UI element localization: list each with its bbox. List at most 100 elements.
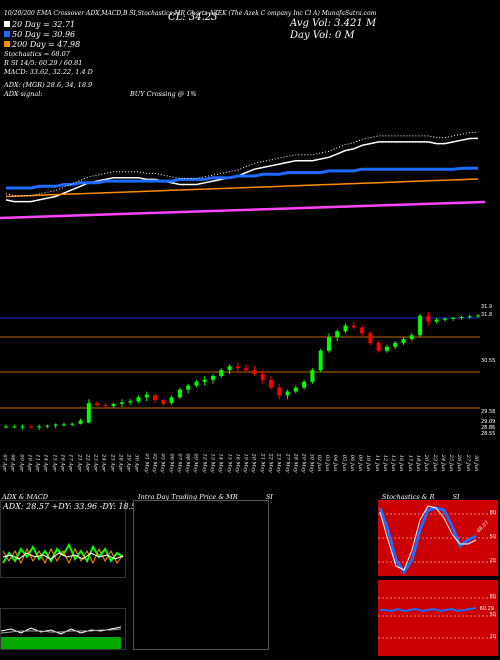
- date-label: 20 Jun: [423, 454, 430, 472]
- price-label-l4: 28.55: [481, 431, 496, 437]
- date-label: 01 May: [143, 453, 150, 473]
- candle-body: [459, 316, 464, 318]
- stoch-tick-20: 20: [489, 558, 496, 564]
- date-label: 15 Apr: [51, 454, 58, 472]
- candle-body: [20, 426, 25, 428]
- date-label: 24 Jun: [440, 454, 447, 472]
- legend-swatch-ema200: [4, 41, 10, 47]
- date-label: 16 Apr: [59, 454, 66, 472]
- date-label: 17 Jun: [406, 454, 413, 472]
- rsi-panel: 80 50 20 60.29: [378, 580, 498, 656]
- candle-body: [161, 400, 166, 404]
- candle-body: [70, 423, 75, 425]
- candle-body: [28, 426, 33, 428]
- header-part-8: ompany Inc Cl A) MunafaSutra.com: [267, 10, 377, 17]
- adx-panel: ADX: 28.57 +DY: 33.96 -DY: 18.57: [0, 500, 141, 578]
- avg-volume: Avg Vol: 3.421 M: [290, 18, 377, 29]
- rsi-tick-20: 20: [489, 634, 496, 640]
- date-label: 27 May: [283, 453, 290, 473]
- date-label: 23 Apr: [92, 454, 99, 472]
- legend-ema20: 20 Day = 32.71: [4, 20, 75, 29]
- header-part-7: (The Azek C: [228, 10, 266, 17]
- adx-panel-values: ADX: 28.57 +DY: 33.96 -DY: 18.57: [3, 502, 142, 511]
- legend-adx-signal: ADX signal:: [4, 90, 43, 98]
- date-label: 02 May: [151, 453, 158, 473]
- stoch-d-line: [379, 505, 477, 571]
- date-label: 08 May: [184, 453, 191, 473]
- date-label: 22 Apr: [84, 454, 91, 472]
- candle-body: [393, 342, 398, 347]
- stoch-svg: [378, 505, 498, 575]
- price-label-top: 31.9: [481, 304, 493, 310]
- candle-body: [211, 375, 216, 380]
- date-label: 29 May: [300, 453, 307, 473]
- date-label: 09 May: [192, 453, 199, 473]
- macd-histogram-area: [1, 637, 121, 649]
- candle-body: [293, 387, 298, 392]
- date-label: 25 Jun: [448, 454, 455, 472]
- legend-ema200-text: 200 Day = 47.98: [12, 40, 81, 49]
- adx-line: [2, 552, 124, 560]
- adx-lines-svg: [2, 542, 124, 565]
- date-label: 14 Apr: [42, 454, 49, 472]
- date-label: 24 Apr: [100, 454, 107, 472]
- candle-body: [351, 325, 356, 328]
- legend-rsi: R SI 14/5: 60.29 / 60.81: [4, 59, 83, 67]
- price-label-l2: 29.09: [481, 419, 496, 425]
- stoch-k-line: [378, 506, 477, 575]
- date-label: 10 Jun: [365, 454, 372, 472]
- stoch-panel-si: SI: [452, 493, 460, 501]
- rsi-line: [380, 607, 477, 613]
- candle-body: [326, 337, 331, 351]
- date-label: 25 Apr: [109, 454, 116, 472]
- date-label: 30 May: [308, 453, 315, 473]
- candle-body: [418, 315, 423, 336]
- candle-body: [335, 331, 340, 338]
- date-label: 17 Apr: [67, 454, 74, 472]
- date-label: 09 Jun: [357, 454, 364, 472]
- candle-body: [451, 317, 456, 319]
- legend-ema20-text: 20 Day = 32.71: [12, 20, 76, 29]
- date-label: 03 Jun: [324, 454, 331, 472]
- candle-body: [169, 397, 174, 404]
- mr-panel-si: SI: [265, 493, 273, 501]
- price-label-l1: 29.58: [481, 409, 496, 415]
- date-label: 13 May: [209, 453, 216, 473]
- candle-body: [128, 401, 133, 403]
- date-label: 27 Jun: [464, 454, 471, 472]
- candle-body: [244, 368, 249, 371]
- date-label: 05 Jun: [340, 454, 347, 472]
- candle-body: [86, 403, 91, 423]
- header-part-5: SI,Stochastics,MR: [129, 10, 186, 17]
- candle-body: [177, 389, 182, 398]
- date-label: 05 May: [159, 453, 166, 473]
- date-label: 21 May: [259, 453, 266, 473]
- close-price: CL: 34.23: [168, 12, 218, 23]
- candle-body: [227, 366, 232, 371]
- date-label: 06 May: [168, 453, 175, 473]
- header-part-4: ADX,MACD,B: [86, 10, 128, 17]
- stoch-tick-80: 80: [489, 510, 496, 516]
- candle-body: [219, 370, 224, 376]
- macd-line: [1, 626, 122, 635]
- candle-body: [252, 370, 257, 375]
- candle-body: [277, 387, 282, 396]
- legend-stochastics: Stochastics = 68.07: [4, 50, 70, 58]
- date-label: 30 Apr: [134, 454, 141, 472]
- candle-body: [235, 366, 240, 369]
- main-chart-svg: [0, 131, 486, 431]
- rsi-tick-80: 80: [489, 594, 496, 600]
- date-label: 02 Jun: [315, 454, 322, 472]
- rsi-svg: [378, 597, 498, 639]
- date-label: 22 May: [267, 453, 274, 473]
- date-label: 28 May: [292, 453, 299, 473]
- price-gridlines: [0, 317, 480, 409]
- legend-ema50: 50 Day = 30.96: [4, 30, 75, 39]
- date-label: 28 Apr: [117, 454, 124, 472]
- legend-swatch-ema50: [4, 31, 10, 37]
- candle-body: [153, 395, 158, 401]
- candle-body: [4, 426, 8, 428]
- macd-svg: [1, 626, 122, 649]
- candle-body: [103, 405, 108, 407]
- ema-line-200-day: [5, 178, 479, 198]
